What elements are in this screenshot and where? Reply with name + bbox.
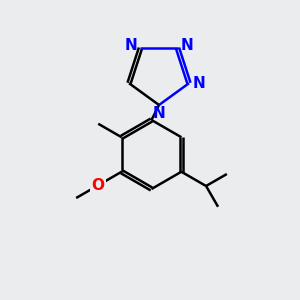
Text: O: O [92,178,105,193]
Text: N: N [153,106,165,122]
Text: N: N [180,38,193,52]
Text: N: N [192,76,205,91]
Text: N: N [125,38,138,52]
